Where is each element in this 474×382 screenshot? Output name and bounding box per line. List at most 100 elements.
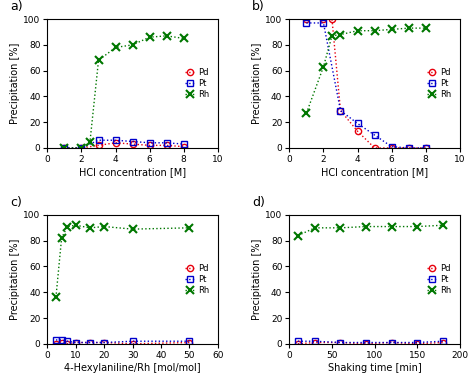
Legend: Pd, Pt, Rh: Pd, Pt, Rh [423, 260, 456, 299]
Pt [62, 146, 67, 150]
Pt [130, 139, 136, 144]
Rh [53, 295, 59, 300]
Pd [414, 342, 420, 346]
Pt [181, 142, 187, 146]
Y-axis label: Precipitation [%]: Precipitation [%] [252, 239, 263, 320]
Pd [87, 340, 93, 345]
Pd [355, 129, 360, 133]
Pd [389, 146, 394, 150]
Pd [320, 17, 326, 21]
Pd [62, 146, 67, 150]
Pt [363, 340, 369, 345]
Pd [96, 143, 101, 148]
Pt [414, 340, 420, 345]
Rh [389, 224, 394, 229]
Pd [406, 146, 411, 150]
Pt [320, 21, 326, 25]
Y-axis label: Precipitation [%]: Precipitation [%] [252, 43, 263, 124]
Pd [363, 342, 369, 346]
Rh [87, 225, 93, 230]
Pd [130, 142, 136, 146]
Rh [295, 233, 301, 238]
Line: Pd: Pd [303, 16, 429, 151]
Pd [73, 340, 79, 345]
Pt [337, 108, 343, 113]
Pd [147, 143, 153, 148]
Rh [64, 224, 70, 229]
Pd [312, 340, 318, 345]
Pd [337, 340, 343, 345]
Rh [147, 35, 153, 39]
Pt [87, 340, 93, 345]
X-axis label: HCl concentration [M]: HCl concentration [M] [79, 167, 186, 176]
Line: Pt: Pt [61, 137, 187, 151]
Rh [440, 223, 446, 228]
Pt [303, 21, 309, 25]
X-axis label: HCl concentration [M]: HCl concentration [M] [321, 167, 428, 176]
Rh [113, 45, 118, 50]
Rh [337, 225, 343, 230]
Pd [295, 342, 301, 346]
Legend: Pd, Pt, Rh: Pd, Pt, Rh [423, 64, 456, 103]
Pt [312, 339, 318, 343]
Pd [440, 340, 446, 345]
Rh [96, 58, 101, 63]
Rh [423, 26, 428, 31]
Rh [87, 139, 93, 144]
Line: Pt: Pt [295, 338, 446, 346]
Pd [303, 17, 309, 21]
Pd [164, 143, 170, 148]
Rh [164, 34, 170, 38]
Pt [406, 146, 411, 150]
Rh [187, 225, 192, 230]
Line: Rh: Rh [61, 32, 188, 152]
Rh [372, 28, 377, 33]
Rh [181, 36, 187, 41]
Pt [295, 339, 301, 343]
Pt [113, 138, 118, 142]
Rh [79, 146, 84, 150]
Pd [372, 146, 377, 150]
Rh [73, 223, 79, 228]
Rh [62, 146, 67, 150]
Pt [79, 146, 84, 150]
Pt [147, 141, 153, 145]
Line: Rh: Rh [52, 222, 193, 301]
Pd [187, 340, 192, 345]
Pd [389, 340, 394, 345]
Rh [303, 111, 309, 115]
Pd [130, 342, 136, 346]
Text: b): b) [252, 0, 264, 13]
Rh [130, 42, 136, 47]
Pt [423, 146, 428, 150]
X-axis label: 4-Hexylaniline/Rh [mol/mol]: 4-Hexylaniline/Rh [mol/mol] [64, 363, 201, 372]
Pd [181, 144, 187, 149]
Rh [59, 236, 64, 240]
Rh [312, 225, 318, 230]
Pt [389, 340, 394, 345]
Pt [64, 339, 70, 343]
Rh [355, 28, 360, 33]
Rh [130, 227, 136, 231]
Pd [113, 141, 118, 145]
Pt [355, 121, 360, 126]
Rh [320, 65, 326, 69]
Pt [96, 138, 101, 142]
Pd [59, 340, 64, 345]
Line: Pt: Pt [53, 337, 192, 346]
Line: Pd: Pd [53, 339, 192, 347]
Rh [337, 32, 343, 37]
Rh [406, 26, 411, 31]
Pd [101, 340, 107, 345]
Pd [79, 146, 84, 150]
Pt [101, 340, 107, 345]
Pt [372, 133, 377, 138]
Y-axis label: Precipitation [%]: Precipitation [%] [10, 239, 20, 320]
Legend: Pd, Pt, Rh: Pd, Pt, Rh [181, 260, 214, 299]
Rh [101, 224, 107, 229]
Pd [64, 342, 70, 346]
Text: c): c) [10, 196, 22, 209]
Pt [164, 141, 170, 145]
Rh [329, 34, 335, 38]
Pd [423, 146, 428, 150]
